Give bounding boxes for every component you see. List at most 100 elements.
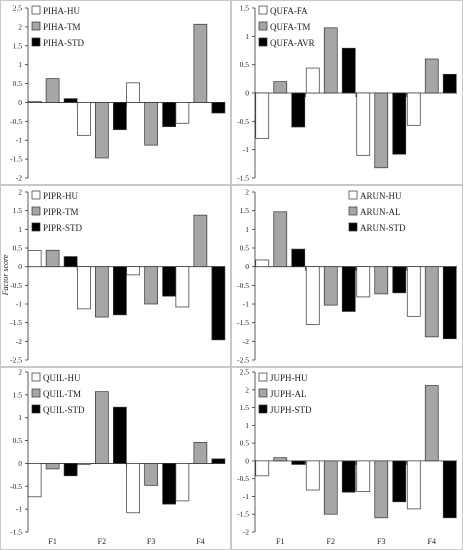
bar-pipr-tm-f1 — [45, 249, 60, 268]
bar-qufa-avr-f2 — [341, 47, 356, 94]
y-tick-label: 0.5 — [240, 60, 250, 69]
y-tick-label: 2 — [245, 188, 249, 197]
y-tick-label: 1.5 — [13, 206, 23, 215]
legend-label: JUPH-AL — [270, 389, 307, 399]
legend-label: PIHA-STD — [43, 38, 85, 48]
y-tick-label: 0.5 — [13, 79, 23, 88]
bar-arun-al-f1 — [273, 211, 288, 268]
bar-juph-std-f4 — [442, 460, 457, 519]
y-tick-label: 1 — [245, 225, 249, 234]
y-tick-label: 0 — [18, 459, 22, 468]
bar-juph-std-f3 — [392, 460, 407, 503]
legend-label: QUIL-TM — [43, 389, 81, 399]
y-tick-label: -1 — [16, 505, 22, 514]
bar-quil-tm-f4 — [193, 442, 208, 464]
y-tick-label: 2 — [245, 385, 249, 394]
y-tick-label: -0.5 — [10, 281, 22, 290]
y-tick-label: -2 — [243, 528, 249, 537]
y-tick-label: -1.5 — [237, 174, 249, 183]
legend-swatch — [31, 190, 41, 200]
bar-quil-std-f3 — [162, 463, 176, 505]
y-tick-label: -1 — [243, 300, 249, 309]
bar-juph-std-f1 — [291, 460, 306, 465]
x-tick-label: F3 — [147, 537, 155, 546]
bar-quil-tm-f1 — [45, 463, 60, 470]
legend-label: PIPR-HU — [43, 191, 79, 201]
legend-label: PIPR-TM — [43, 207, 79, 217]
bar-qufa-fa-f4 — [406, 92, 421, 126]
bar-piha-hu-f2 — [77, 102, 91, 136]
chart-panel-6: -2 -1.5 -1 -0.5 0 0.5 1 1.5 2 2.5 F1 F2 F3 F4 JUPH-HU J… — [231, 367, 463, 550]
y-tick-label: -1 — [243, 492, 249, 501]
y-tick-label: 1 — [245, 421, 249, 430]
bar-piha-tm-f2 — [95, 102, 109, 159]
x-tick-label: F2 — [98, 537, 106, 546]
bar-juph-al-f2 — [323, 460, 338, 515]
bar-qufa-fa-f2 — [305, 67, 320, 94]
bar-qufa-avr-f4 — [442, 73, 457, 94]
chart-panel-4: -2.5 -2 -1.5 -1 -0.5 0 0.5 1 1.5 2 ARUN-HU ARUN-AL A… — [231, 185, 463, 367]
bar-piha-hu-f1 — [27, 100, 42, 103]
legend-swatch — [258, 37, 268, 47]
legend-swatch — [348, 222, 358, 232]
legend-label: ARUN-STD — [360, 223, 406, 233]
bar-arun-hu-f2 — [305, 266, 320, 325]
bar-quil-tm-f3 — [144, 463, 158, 486]
bar-juph-hu-f3 — [356, 460, 371, 492]
bar-pipr-std-f4 — [211, 266, 226, 341]
y-tick-label: -2.5 — [10, 356, 22, 365]
bar-pipr-std-f2 — [113, 266, 127, 316]
y-tick-label: -1 — [16, 136, 22, 145]
y-tick-label: 0.5 — [240, 244, 250, 253]
bar-piha-hu-f3 — [126, 82, 140, 103]
x-tick-label: F4 — [428, 537, 436, 546]
y-tick-label: 1.5 — [240, 4, 250, 13]
y-tick-label: 2 — [18, 368, 22, 377]
legend-label: PIHA-HU — [43, 6, 80, 16]
y-tick-label: 1.5 — [240, 403, 250, 412]
bar-piha-tm-f3 — [144, 102, 158, 146]
y-tick-label: 0 — [245, 456, 249, 465]
chart-panel-3: -2.5 -2 -1.5 -1 -0.5 0 0.5 1 1.5 2 PIPR-HU PIPR-TM P… — [0, 185, 231, 367]
y-tick-label: 0 — [245, 89, 249, 98]
y-tick-label: 2.5 — [240, 368, 250, 377]
y-tick-label: 1 — [18, 225, 22, 234]
y-axis-label: Factor score — [1, 254, 10, 296]
bar-quil-hu-f3 — [126, 463, 140, 514]
legend-swatch — [31, 388, 41, 398]
y-tick-label: -2 — [16, 337, 22, 346]
y-tick-label: -0.5 — [10, 482, 22, 491]
y-tick-label: 1.5 — [240, 206, 250, 215]
x-tick-label: F3 — [377, 537, 385, 546]
legend-label: PIPR-STD — [43, 223, 83, 233]
chart-panel-5: -1.5 -1 -0.5 0 0.5 1 1.5 2 F1 F2 F3 F4 QUIL-HU QUIL-T… — [0, 367, 231, 550]
chart-panel-1: -2 -1.5 -1 -0.5 0 0.5 1 1.5 2 2.5 PIHA-HU PIHA-TM PI… — [0, 0, 231, 185]
y-tick-label: 2 — [18, 188, 22, 197]
bar-arun-std-f4 — [442, 266, 457, 340]
y-tick-label: -0.5 — [237, 474, 249, 483]
bar-piha-tm-f4 — [193, 23, 208, 103]
legend-label: JUPH-HU — [270, 373, 308, 383]
y-tick-label: -1.5 — [10, 528, 22, 537]
bar-qufa-tm-f3 — [374, 92, 389, 169]
y-tick-label: -2 — [243, 337, 249, 346]
y-tick-label: 0.5 — [240, 439, 250, 448]
legend-swatch — [348, 206, 358, 216]
bar-quil-hu-f4 — [175, 463, 190, 502]
y-tick-label: -2 — [16, 174, 22, 183]
bar-arun-std-f2 — [341, 266, 356, 312]
y-tick-label: -0.5 — [237, 117, 249, 126]
x-tick-label: F1 — [276, 537, 284, 546]
legend-label: JUPH-STD — [270, 405, 312, 415]
legend-label: QUFA-AVR — [270, 38, 315, 48]
bar-qufa-tm-f1 — [273, 81, 288, 94]
bar-juph-hu-f2 — [305, 460, 320, 491]
bar-quil-std-f2 — [113, 406, 127, 464]
legend-swatch — [258, 372, 268, 382]
bar-pipr-hu-f1 — [27, 250, 42, 268]
y-tick-label: -1.5 — [237, 510, 249, 519]
bar-piha-std-f1 — [63, 98, 78, 103]
bar-arun-hu-f3 — [356, 266, 371, 298]
y-tick-label: -1.5 — [10, 155, 22, 164]
